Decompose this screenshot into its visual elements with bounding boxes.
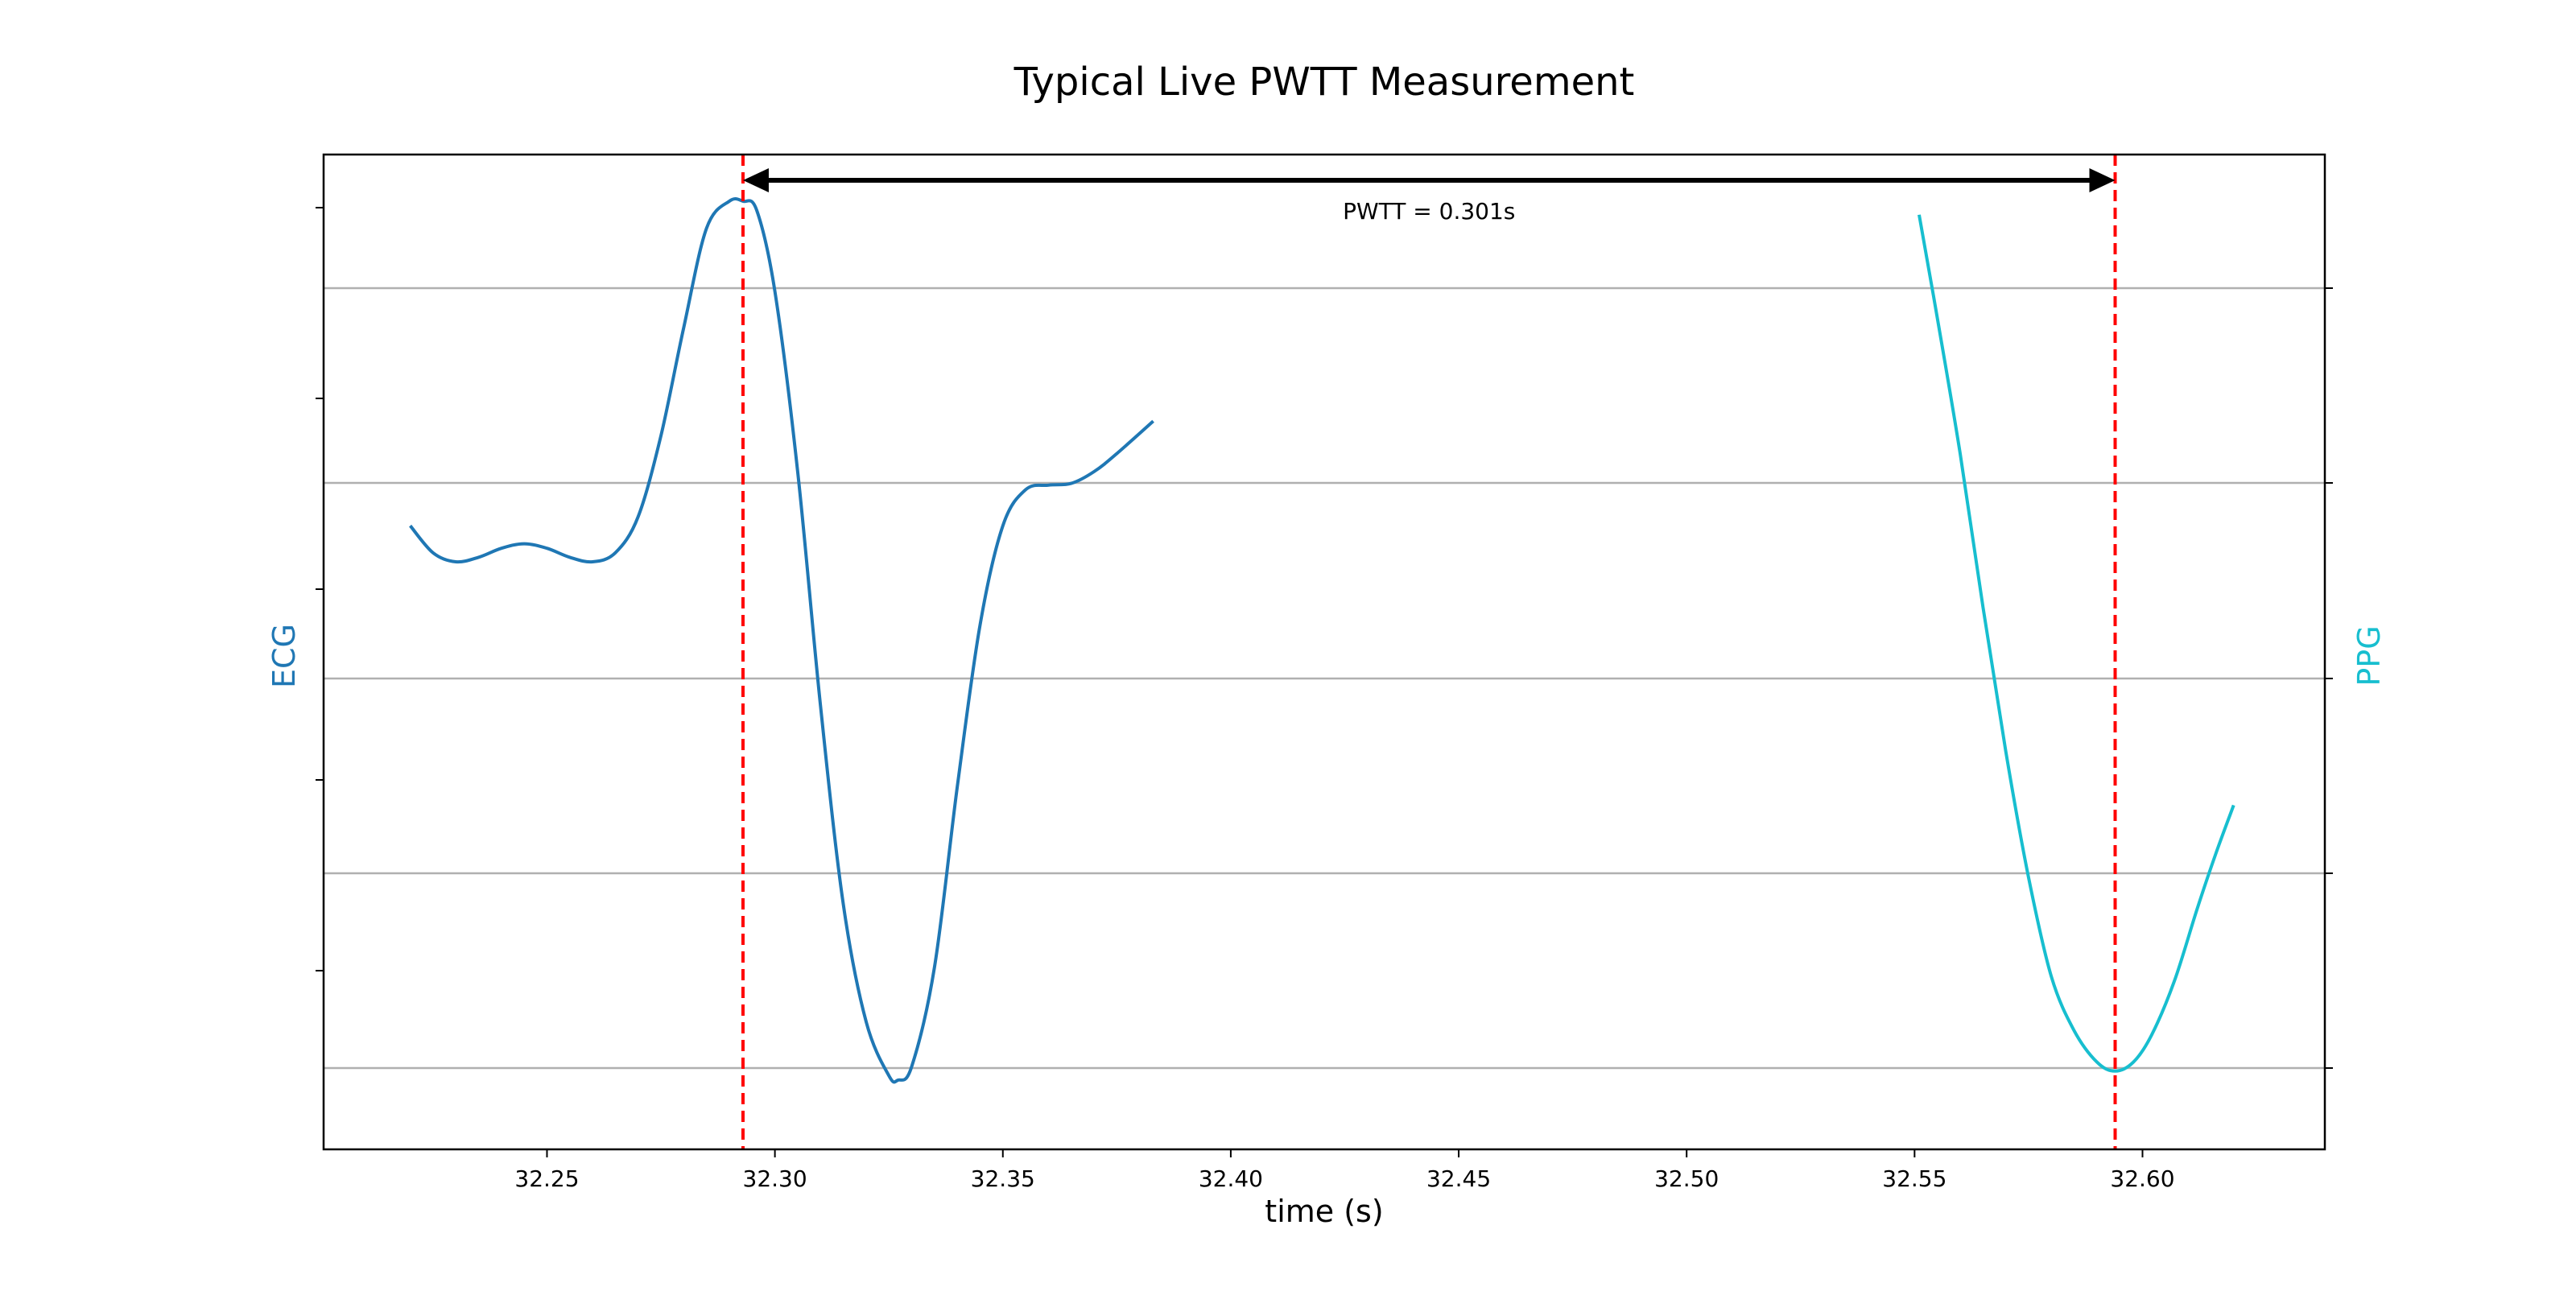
x-tick-label: 32.50	[1654, 1165, 1719, 1192]
annotation-layer: PWTT = 0.301s	[742, 168, 2116, 225]
pwtt-annotation-text: PWTT = 0.301s	[1343, 198, 1515, 225]
x-tick-label: 32.45	[1426, 1165, 1491, 1192]
x-tick-label: 32.30	[743, 1165, 807, 1192]
x-tick-label: 32.60	[2110, 1165, 2174, 1192]
y-axis-label-right: PPG	[2351, 625, 2387, 686]
grid-layer	[324, 287, 2325, 1070]
x-tick-label: 32.40	[1199, 1165, 1263, 1192]
x-tick-label: 32.35	[971, 1165, 1035, 1192]
pwtt-arrow-head-right	[2089, 168, 2116, 192]
chart-title: Typical Live PWTT Measurement	[1013, 60, 1635, 105]
plot-frame	[322, 153, 2326, 1151]
series-line-ppg	[1918, 214, 2235, 1073]
marker-layer	[741, 155, 2117, 1149]
y-axis-label-left: ECG	[266, 624, 302, 688]
axes-layer: 32.25 32.30 32.35 32.40 32.45 32.50 32.55 32.60	[316, 153, 2333, 1192]
series-line-ecg	[409, 197, 1154, 1084]
series-layer	[409, 197, 2235, 1084]
x-tick-label: 32.25	[514, 1165, 579, 1192]
x-tick-label: 32.55	[1882, 1165, 1946, 1192]
x-axis-label: time (s)	[1265, 1194, 1383, 1229]
pwtt-arrow-head-left	[742, 168, 769, 192]
